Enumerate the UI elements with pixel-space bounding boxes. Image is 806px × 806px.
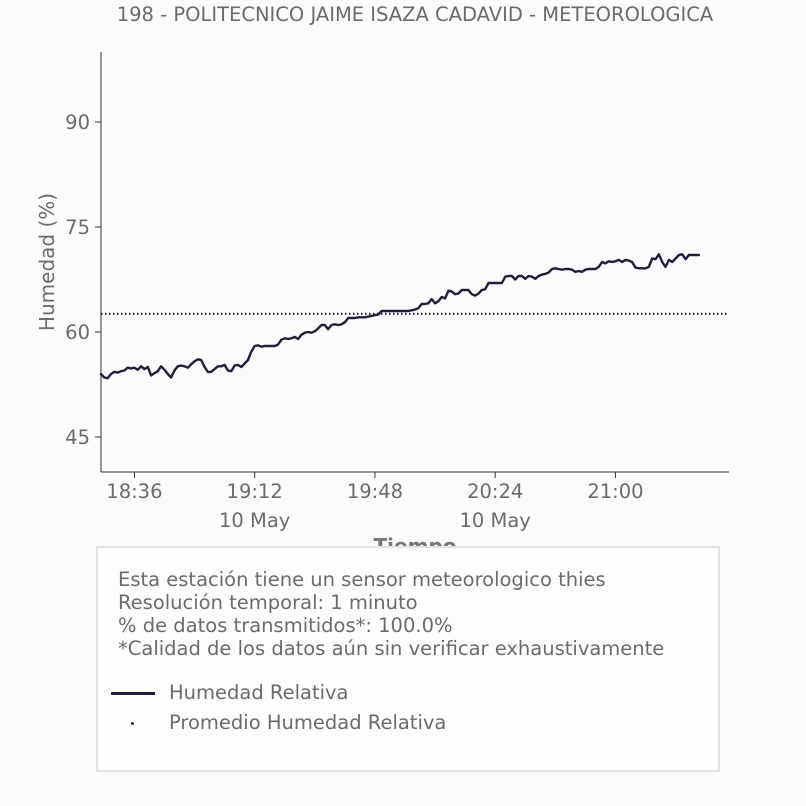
y-tick-label: 60 <box>65 321 90 344</box>
x-tick-date-label: 10 May <box>460 509 531 532</box>
info-line-transmitted: % de datos transmitidos*: 100.0% <box>118 614 453 637</box>
info-line-quality-note: *Calidad de los datos aún sin verificar … <box>118 637 665 660</box>
legend-line-swatch <box>111 692 155 695</box>
x-tick-label: 21:00 <box>587 480 643 503</box>
x-tick-label: 19:12 <box>227 480 283 503</box>
info-line-sensor: Esta estación tiene un sensor meteorolog… <box>118 568 606 591</box>
humidity-series-line <box>99 253 701 380</box>
x-axis-ticks: 18:36 19:12 10 May 19:48 20:24 10 May 21:00 <box>106 472 644 532</box>
y-axis-label: Humedad (%) <box>35 193 59 331</box>
y-tick-label: 90 <box>65 111 90 134</box>
y-tick-label: 75 <box>65 216 90 239</box>
legend-label-promedio: Promedio Humedad Relativa <box>169 711 447 734</box>
legend-entry-humedad-relativa: Humedad Relativa <box>110 681 710 705</box>
y-tick-label: 45 <box>65 426 90 449</box>
legend-dot-swatch <box>131 722 134 725</box>
info-legend-box: Esta estación tiene un sensor meteorolog… <box>96 546 720 772</box>
x-tick-label: 19:48 <box>347 480 403 503</box>
x-tick-date-label: 10 May <box>219 509 290 532</box>
legend-entry-promedio: Promedio Humedad Relativa <box>110 711 710 735</box>
info-line-resolution: Resolución temporal: 1 minuto <box>118 591 418 614</box>
x-tick-label: 20:24 <box>467 480 523 503</box>
x-tick-label: 18:36 <box>106 480 162 503</box>
series-layer <box>99 253 729 380</box>
chart-title: 198 - POLITECNICO JAIME ISAZA CADAVID - … <box>117 3 714 26</box>
y-axis-ticks: 45 60 75 90 <box>65 111 101 449</box>
legend-label-humedad-relativa: Humedad Relativa <box>169 681 349 704</box>
